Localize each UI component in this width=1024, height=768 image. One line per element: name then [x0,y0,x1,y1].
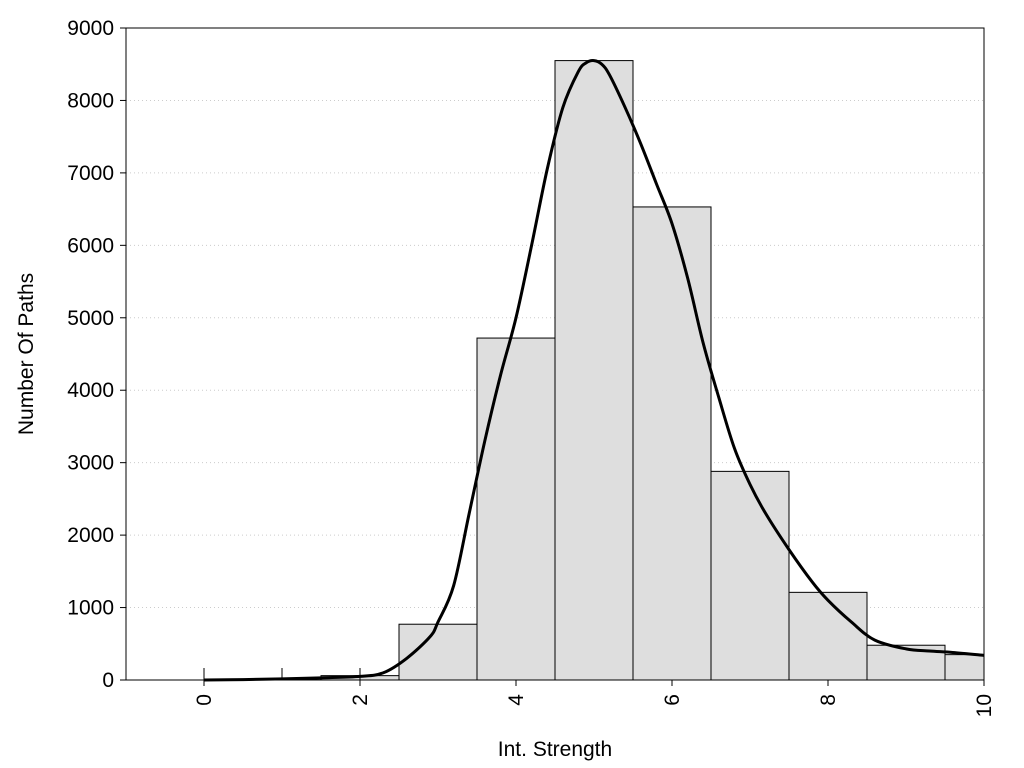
y-tick-label: 6000 [67,234,114,257]
histogram-bar [788,591,868,681]
density-curve-layer [203,59,985,682]
x-axis-title: Int. Strength [498,738,612,761]
y-tick-label: 9000 [67,17,114,40]
histogram-bar [944,654,985,681]
x-tick-label: 10 [973,694,996,717]
y-tick-label: 0 [102,669,114,692]
histogram-bar [632,206,712,681]
y-axis-ticks: 0 1000 2000 3000 4000 5000 6000 7000 8000 9000 [67,17,126,692]
density-curve [203,59,985,682]
histogram-bar [710,470,790,681]
y-tick-label: 3000 [67,452,114,475]
x-tick-label: 4 [505,694,528,706]
histogram-bars [203,60,985,681]
y-tick-label: 4000 [67,379,114,402]
histogram-bar [554,60,634,681]
x-axis-ticks: 0 2 4 6 8 10 [193,680,996,717]
y-tick-label: 2000 [67,524,114,547]
y-axis-title: Number Of Paths [15,273,38,435]
y-tick-label: 8000 [67,89,114,112]
y-tick-label: 5000 [67,307,114,330]
plot-frame [125,27,985,681]
x-tick-label: 0 [193,694,216,706]
y-tick-label: 7000 [67,162,114,185]
histogram-bar [476,337,556,681]
histogram-bar [398,623,478,681]
x-tick-label: 6 [661,694,684,706]
y-tick-label: 1000 [67,597,114,620]
x-tick-label: 2 [349,694,372,706]
x-tick-label: 8 [817,694,840,706]
